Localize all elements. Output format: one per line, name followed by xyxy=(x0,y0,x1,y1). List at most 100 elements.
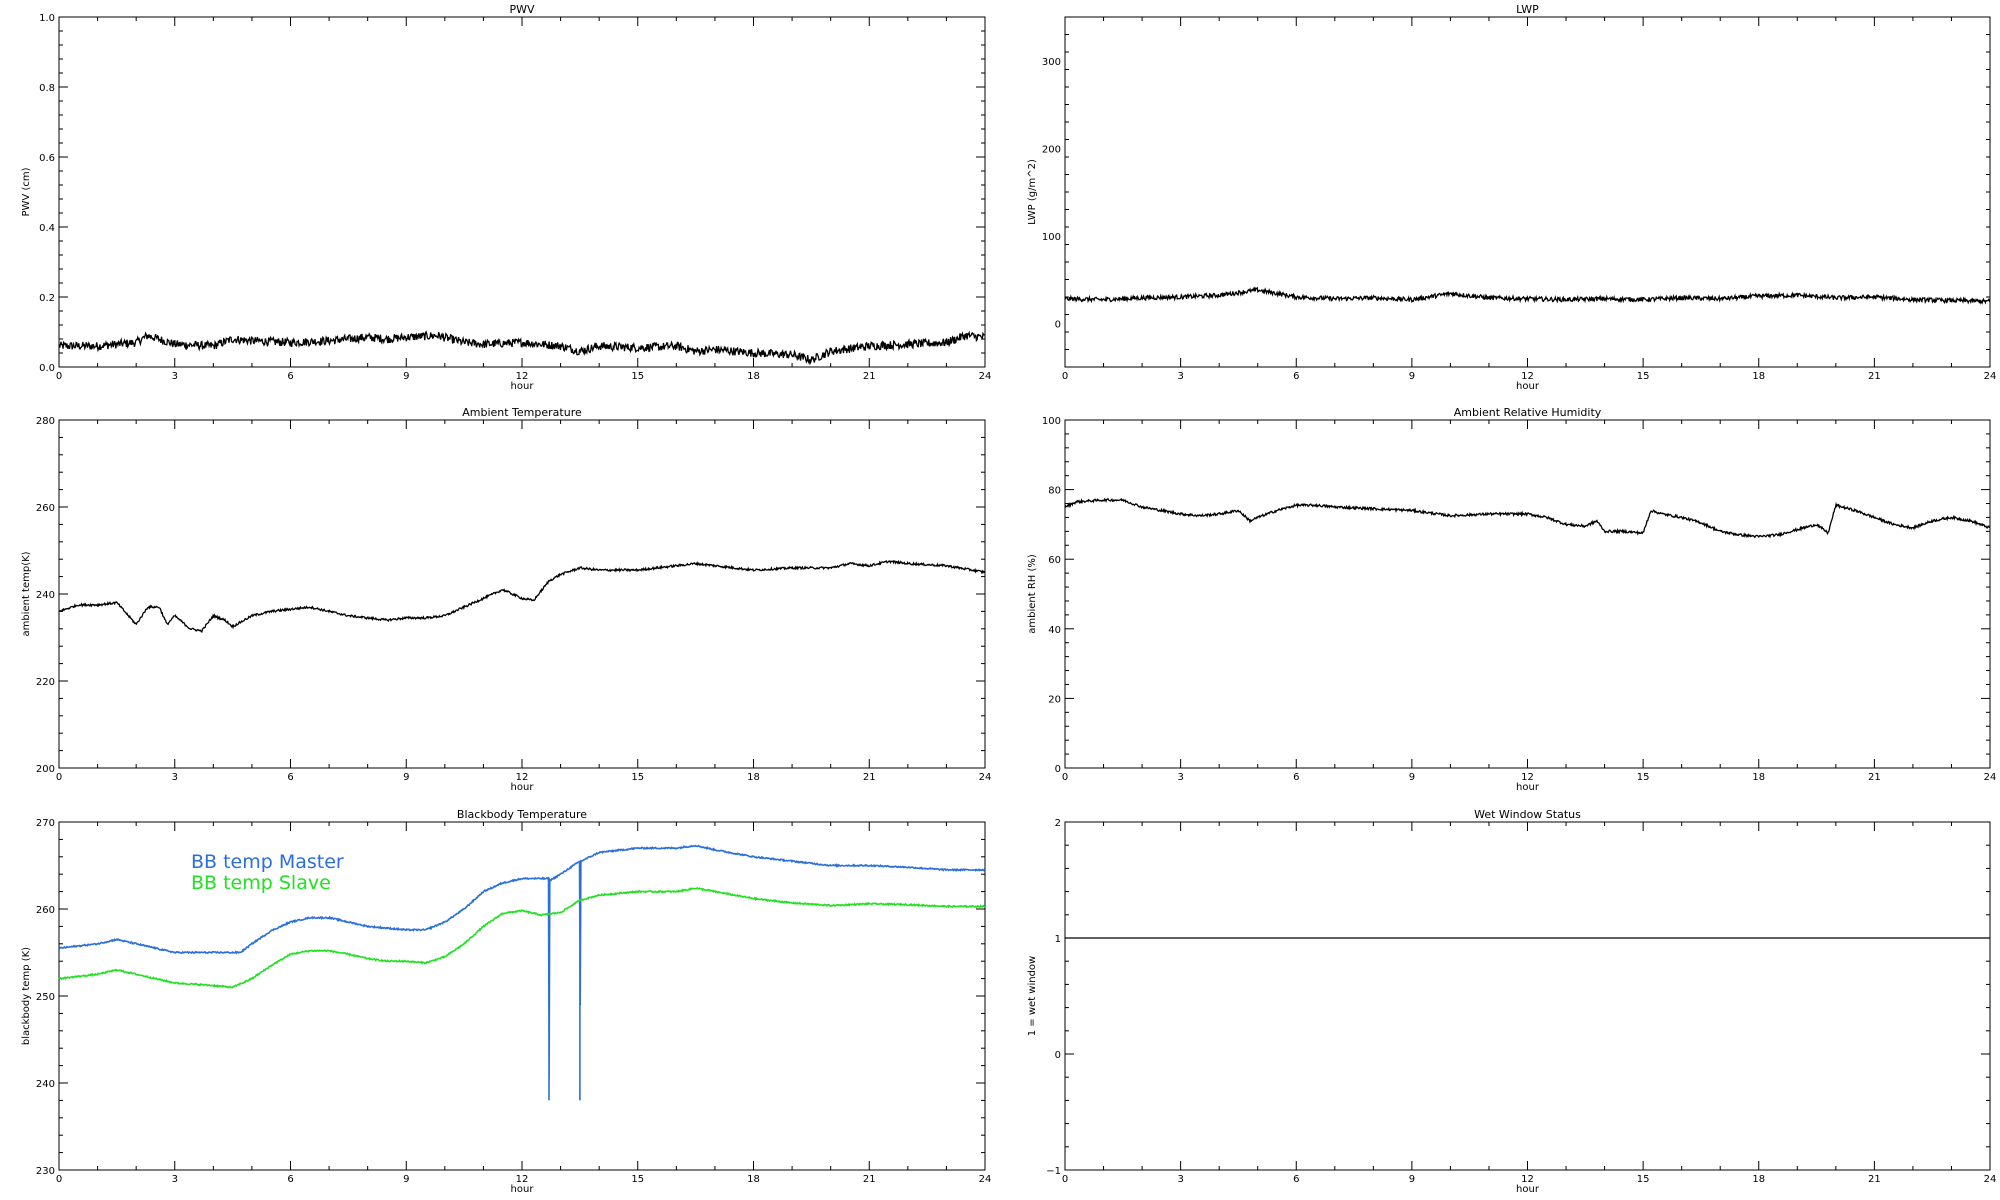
y-tick-label: 0 xyxy=(1055,319,1061,330)
y-tick-label: 0.2 xyxy=(39,293,55,304)
series-line-1 xyxy=(1064,497,1990,539)
y-tick-label: 80 xyxy=(1048,486,1061,497)
plot-frame xyxy=(1064,419,1991,769)
x-axis-label: hour xyxy=(511,1184,535,1195)
y-tick-label: −1 xyxy=(1046,1166,1061,1177)
x-tick-label: 15 xyxy=(631,772,644,783)
x-tick-label: 12 xyxy=(1521,772,1534,783)
y-tick-label: 260 xyxy=(36,905,55,916)
y-tick-label: 200 xyxy=(36,764,55,775)
x-tick-label: 9 xyxy=(1409,772,1415,783)
y-tick-label: 200 xyxy=(1042,144,1061,155)
y-tick-label: 2 xyxy=(1055,818,1061,829)
x-tick-label: 24 xyxy=(979,1174,992,1185)
series-line-1 xyxy=(1064,286,1991,305)
y-tick-label: 100 xyxy=(1042,416,1061,427)
y-tick-label: 0.8 xyxy=(39,83,55,94)
x-tick-label: 12 xyxy=(516,371,529,382)
plot-frame xyxy=(58,419,986,769)
x-tick-label: 9 xyxy=(403,1174,409,1185)
legend-entry-2: BB temp Slave xyxy=(191,872,331,894)
y-tick-label: 260 xyxy=(36,503,55,514)
x-tick-label: 9 xyxy=(1409,371,1415,382)
y-tick-label: 230 xyxy=(36,1166,55,1177)
y-tick-label: 270 xyxy=(36,818,55,829)
x-tick-label: 24 xyxy=(1984,371,1997,382)
plot-frame xyxy=(58,16,986,368)
y-axis-label: ambient temp(K) xyxy=(21,551,32,636)
x-tick-label: 3 xyxy=(1177,772,1183,783)
x-axis-label: hour xyxy=(1516,381,1540,392)
y-tick-label: 100 xyxy=(1042,232,1061,243)
y-tick-label: 0.0 xyxy=(39,363,55,374)
x-tick-label: 21 xyxy=(1868,371,1881,382)
plot-frame xyxy=(1064,821,1991,1171)
series-line-2 xyxy=(58,886,986,989)
y-axis-label: PWV (cm) xyxy=(21,167,32,216)
x-tick-label: 12 xyxy=(1521,1174,1534,1185)
x-tick-label: 18 xyxy=(1752,1174,1765,1185)
chart-title: Blackbody Temperature xyxy=(457,808,587,821)
x-axis-label: hour xyxy=(511,381,535,392)
x-tick-label: 15 xyxy=(631,1174,644,1185)
x-tick-label: 6 xyxy=(1293,772,1299,783)
x-axis-label: hour xyxy=(1516,782,1540,793)
x-tick-label: 12 xyxy=(516,1174,529,1185)
y-tick-label: 20 xyxy=(1048,694,1061,705)
x-tick-label: 0 xyxy=(1062,772,1068,783)
series-line-1 xyxy=(58,559,986,633)
x-tick-label: 21 xyxy=(1868,1174,1881,1185)
x-tick-label: 18 xyxy=(747,371,760,382)
x-tick-label: 3 xyxy=(172,772,178,783)
chart-title: LWP xyxy=(1516,3,1539,16)
series-line-1 xyxy=(58,844,986,1101)
chart-panel-2: LWP 0 3 6 9 12 15 18 21 24 0 100 200 300 hour LWP (g/m^… xyxy=(1027,3,1996,392)
x-tick-label: 6 xyxy=(1293,371,1299,382)
x-tick-label: 0 xyxy=(1062,1174,1068,1185)
chart-panel-4: Ambient Relative Humidity 0 3 6 9 12 15 18 21 24 0… xyxy=(1027,406,1996,793)
y-axis-label: blackbody temp (K) xyxy=(21,947,32,1045)
x-tick-label: 9 xyxy=(403,371,409,382)
x-tick-label: 9 xyxy=(1409,1174,1415,1185)
x-axis-label: hour xyxy=(1516,1184,1540,1195)
y-tick-label: 1.0 xyxy=(39,13,55,24)
y-tick-label: 1 xyxy=(1055,934,1061,945)
x-tick-label: 15 xyxy=(631,371,644,382)
y-tick-label: 0.6 xyxy=(39,153,55,164)
y-tick-label: 0 xyxy=(1055,1050,1061,1061)
y-tick-label: 0 xyxy=(1055,764,1061,775)
chart-panel-1: PWV 0 3 6 9 12 15 18 21 24 0.0 0.2 0.4 0.6 0.8 1.0 hour P… xyxy=(21,3,991,392)
x-tick-label: 0 xyxy=(56,1174,62,1185)
series-line-1 xyxy=(58,330,985,366)
x-tick-label: 0 xyxy=(56,772,62,783)
plot-frame xyxy=(1064,16,1991,368)
y-tick-label: 240 xyxy=(36,1079,55,1090)
x-tick-label: 6 xyxy=(287,371,293,382)
y-tick-label: 0.4 xyxy=(39,223,55,234)
x-tick-label: 15 xyxy=(1637,772,1650,783)
y-tick-label: 40 xyxy=(1048,625,1061,636)
chart-panel-3: Ambient Temperature 0 3 6 9 12 15 18 21 24 200 220 2… xyxy=(21,406,991,793)
x-tick-label: 18 xyxy=(747,1174,760,1185)
x-tick-label: 24 xyxy=(1984,772,1997,783)
legend-entry-1: BB temp Master xyxy=(191,851,344,873)
x-tick-label: 18 xyxy=(1752,371,1765,382)
x-tick-label: 24 xyxy=(979,772,992,783)
x-tick-label: 21 xyxy=(863,772,876,783)
x-tick-label: 18 xyxy=(1752,772,1765,783)
x-tick-label: 24 xyxy=(979,371,992,382)
x-tick-label: 3 xyxy=(172,371,178,382)
x-tick-label: 0 xyxy=(56,371,62,382)
y-axis-label: LWP (g/m^2) xyxy=(1027,159,1038,225)
chart-title: Wet Window Status xyxy=(1474,808,1581,821)
x-axis-label: hour xyxy=(511,782,535,793)
y-tick-label: 250 xyxy=(36,992,55,1003)
x-tick-label: 15 xyxy=(1637,1174,1650,1185)
x-tick-label: 24 xyxy=(1984,1174,1997,1185)
chart-panel-5: Blackbody Temperature 0 3 6 9 12 15 18 21 24 230 24… xyxy=(21,808,991,1195)
chart-title: PWV xyxy=(509,3,535,16)
x-tick-label: 3 xyxy=(1177,371,1183,382)
x-tick-label: 18 xyxy=(747,772,760,783)
x-tick-label: 21 xyxy=(863,1174,876,1185)
